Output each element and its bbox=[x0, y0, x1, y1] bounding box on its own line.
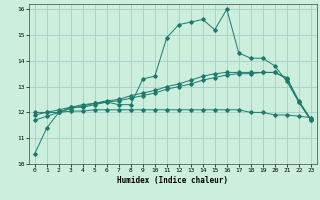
X-axis label: Humidex (Indice chaleur): Humidex (Indice chaleur) bbox=[117, 176, 228, 185]
